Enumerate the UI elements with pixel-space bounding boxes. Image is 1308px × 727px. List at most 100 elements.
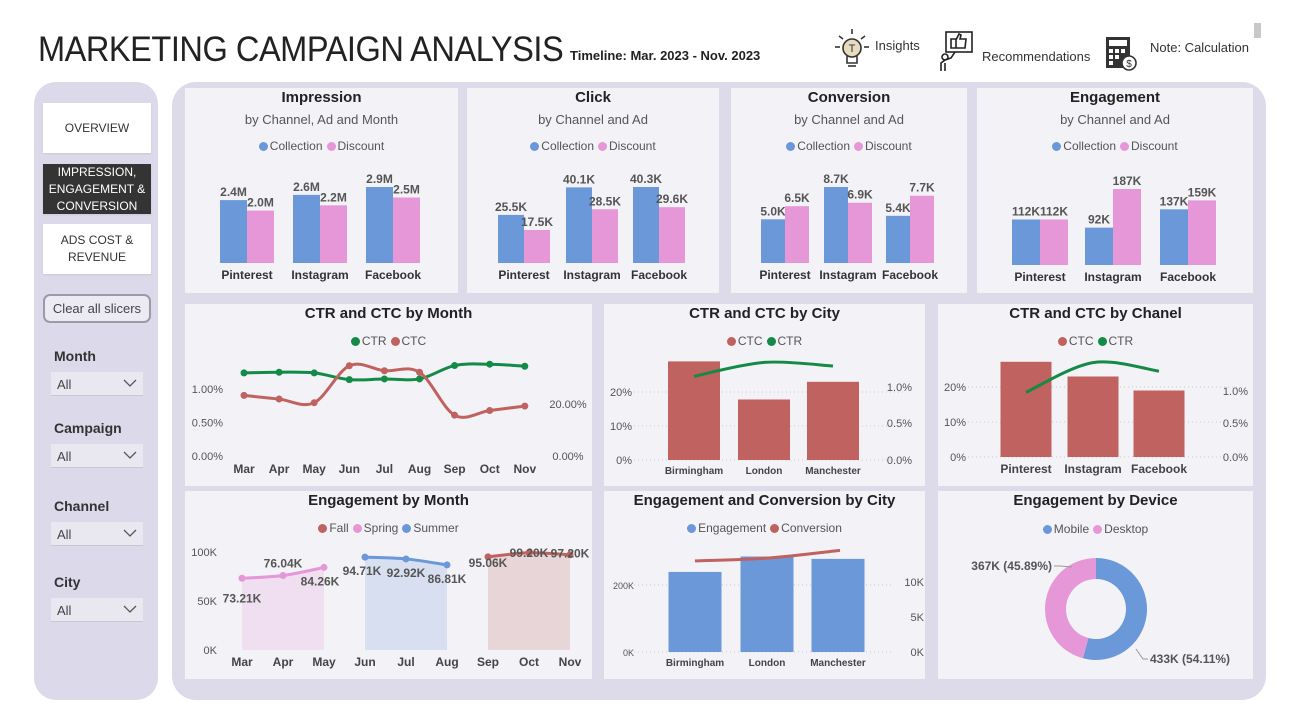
bar-discount bbox=[592, 209, 618, 263]
data-label: 2.9M bbox=[366, 172, 393, 186]
conversion-chart[interactable]: Conversion by Channel and Ad Collection Dis… bbox=[731, 88, 967, 293]
ctr-ctc-by-channel-chart[interactable]: CTR and CTC by Chanel CTC CTR 0% 10% 20% 0.0% 0… bbox=[938, 304, 1253, 486]
ctr-ctc-by-month-chart[interactable]: CTR and CTC by Month CTR CTC 0.00% 0.50% 1.00… bbox=[185, 304, 592, 486]
y-axis-tick: 50K bbox=[197, 596, 217, 608]
y-axis-left-tick: 0% bbox=[616, 455, 632, 467]
x-axis-label: Pinterest bbox=[221, 268, 272, 282]
x-axis-label: Sep bbox=[477, 655, 499, 669]
spring-point bbox=[279, 571, 287, 579]
note-calculation-label: Note: Calculation bbox=[1150, 39, 1249, 55]
x-axis-label: Sep bbox=[444, 462, 466, 476]
ctr-point bbox=[451, 362, 459, 370]
click-chart[interactable]: Click by Channel and Ad Collection Discount… bbox=[467, 88, 719, 293]
legend-dot-icon bbox=[786, 141, 796, 151]
y-axis-left-tick: 200K bbox=[613, 581, 634, 591]
data-label: 97.20K bbox=[551, 547, 590, 561]
chart-title: CTR and CTC by Chanel bbox=[1009, 305, 1182, 322]
ctc-point bbox=[416, 368, 423, 376]
data-label: 187K bbox=[1113, 174, 1142, 188]
legend-dot-icon bbox=[326, 141, 336, 151]
clear-all-slicers-button[interactable]: Clear all slicers bbox=[43, 294, 151, 323]
legend-item: Fall bbox=[318, 521, 349, 535]
month-slicer-value: All bbox=[57, 377, 72, 392]
x-axis-label: London bbox=[749, 658, 786, 669]
city-slicer-dropdown[interactable]: All bbox=[51, 598, 143, 622]
legend-item: Collection bbox=[530, 139, 594, 153]
chart-plot: 2.4M2.0M Pinterest 2.6M2.2M Instagram 2.9M2.… bbox=[220, 172, 421, 282]
chevron-down-icon bbox=[123, 605, 137, 613]
y-axis-left-tick: 0.00% bbox=[192, 451, 223, 463]
month-slicer-label: Month bbox=[54, 348, 96, 364]
impression-chart[interactable]: Impression by Channel, Ad and Month Collec… bbox=[185, 88, 458, 293]
recommendations-button[interactable]: Recommendations bbox=[938, 30, 1090, 72]
channel-slicer-dropdown[interactable]: All bbox=[51, 522, 143, 546]
engagement-conversion-by-city-chart[interactable]: Engagement and Conversion by City Engagem… bbox=[604, 491, 925, 679]
chart-legend: Mobile Desktop bbox=[938, 522, 1253, 536]
spring-area bbox=[242, 567, 324, 650]
channel-slicer-value: All bbox=[57, 527, 72, 542]
data-label: 2.2M bbox=[320, 190, 347, 204]
engagement-by-month-chart[interactable]: Engagement by Month Fall Spring Summer 0K 50K… bbox=[185, 491, 592, 679]
legend-dot-icon bbox=[1097, 336, 1107, 346]
legend-dot-icon bbox=[1057, 336, 1067, 346]
month-slicer-dropdown[interactable]: All bbox=[51, 372, 143, 396]
scrollbar[interactable] bbox=[1254, 23, 1261, 38]
legend-dot-icon bbox=[350, 336, 360, 346]
legend-dot-icon bbox=[1042, 524, 1052, 534]
legend-item: Spring bbox=[352, 521, 398, 535]
calculator-icon: $ bbox=[1106, 37, 1137, 71]
legend-dot-icon bbox=[1120, 141, 1129, 151]
bar-ctc bbox=[668, 361, 720, 460]
x-axis-label: Apr bbox=[273, 655, 294, 669]
x-axis-label: Oct bbox=[519, 655, 539, 669]
legend-label: Summer bbox=[413, 521, 459, 535]
legend-item: Conversion bbox=[770, 521, 842, 535]
spring-point bbox=[238, 574, 246, 582]
engagement-chart[interactable]: Engagement by Channel and Ad Collection Dis… bbox=[977, 88, 1253, 293]
bar-discount bbox=[247, 210, 274, 263]
nav-overview-button[interactable]: OVERVIEW bbox=[43, 103, 151, 153]
bar-collection bbox=[761, 219, 785, 263]
campaign-slicer-dropdown[interactable]: All bbox=[51, 444, 143, 468]
chart-subtitle: by Channel and Ad bbox=[1060, 112, 1170, 127]
bar-collection bbox=[824, 187, 848, 263]
legend-dot-icon bbox=[390, 336, 400, 346]
data-label: 6.5K bbox=[784, 191, 810, 205]
y-axis-right-tick: 0.0% bbox=[1223, 452, 1248, 464]
insights-button[interactable]: T Insights bbox=[833, 28, 920, 70]
legend-label: Collection bbox=[269, 139, 323, 153]
legend-label: Fall bbox=[329, 521, 349, 535]
legend-dot-icon bbox=[770, 523, 780, 533]
ctc-point bbox=[486, 407, 494, 414]
insights-label: Insights bbox=[875, 37, 920, 53]
chart-title: CTR and CTC by Month bbox=[304, 305, 473, 322]
legend-item: Collection bbox=[786, 139, 850, 153]
nav-ads-cost-revenue-button[interactable]: ADS COST & REVENUE bbox=[43, 224, 151, 274]
x-axis-label: Nov bbox=[513, 462, 536, 476]
ctr-point bbox=[275, 368, 283, 376]
channel-slicer-label: Channel bbox=[54, 498, 110, 514]
bar-collection bbox=[293, 194, 320, 263]
chevron-down-icon bbox=[123, 451, 137, 459]
sidebar: OVERVIEW IMPRESSION, ENGAGEMENT & CONVER… bbox=[34, 82, 158, 700]
data-label: 86.81K bbox=[428, 572, 467, 586]
data-label: 7.7K bbox=[909, 181, 935, 195]
ctr-ctc-by-city-chart[interactable]: CTR and CTC by City CTC CTR 0% 10% 20% 0.0% 0.5… bbox=[604, 304, 925, 486]
ctc-point bbox=[240, 391, 248, 399]
chart-title: Click bbox=[575, 89, 611, 106]
leader-line bbox=[1135, 648, 1148, 660]
legend-item: Discount bbox=[598, 139, 656, 153]
nav-impression-engagement-conversion-button[interactable]: IMPRESSION, ENGAGEMENT & CONVERSION bbox=[43, 164, 151, 214]
data-label: 29.6K bbox=[656, 192, 688, 206]
data-label: 28.5K bbox=[589, 194, 621, 208]
engagement-by-device-chart[interactable]: Engagement by Device Mobile Desktop 433K (5… bbox=[938, 491, 1253, 679]
summer-area bbox=[365, 557, 447, 650]
x-axis-label: Instagram bbox=[819, 268, 876, 282]
legend-dot-icon bbox=[854, 141, 863, 151]
ctr-point bbox=[521, 362, 529, 370]
note-calculation-button[interactable]: $ Note: Calculation bbox=[1104, 36, 1249, 72]
x-axis-label: Mar bbox=[231, 655, 253, 669]
svg-text:T: T bbox=[849, 43, 856, 55]
chart-title: Impression bbox=[281, 89, 362, 106]
